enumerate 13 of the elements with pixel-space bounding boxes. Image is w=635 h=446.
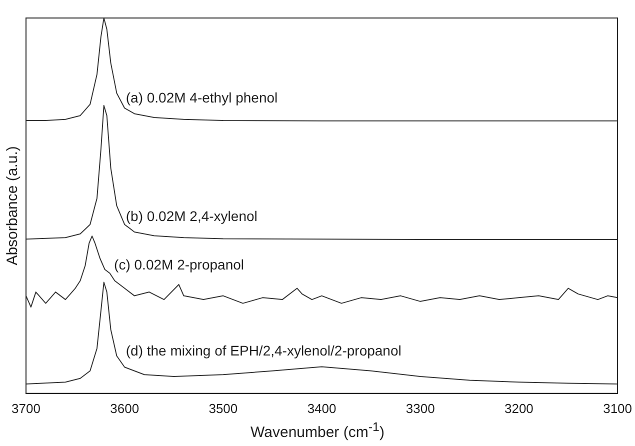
x-tick-label: 3500 (208, 400, 238, 416)
x-tick-label: 3100 (603, 400, 632, 416)
x-tick-label: 3200 (504, 400, 534, 416)
x-tick-label: 3700 (12, 400, 40, 416)
y-axis-title: Absorbance (a.u.) (4, 146, 22, 266)
series-label: (d) the mixing of EPH/2,4-xylenol/2-propanol (126, 342, 402, 359)
x-tick-label: 3300 (406, 400, 435, 416)
x-tick-label: 3600 (110, 400, 140, 416)
series-label: (c) 0.02M 2-propanol (114, 256, 244, 273)
series-label: (b) 0.02M 2,4-xylenol (126, 208, 258, 224)
x-tick-label: 3400 (307, 400, 336, 416)
x-axis-title: Wavenumber (cm$^{-1}$) (250, 420, 386, 441)
series-label: (a) 0.02M 4-ethyl phenol (126, 90, 278, 106)
